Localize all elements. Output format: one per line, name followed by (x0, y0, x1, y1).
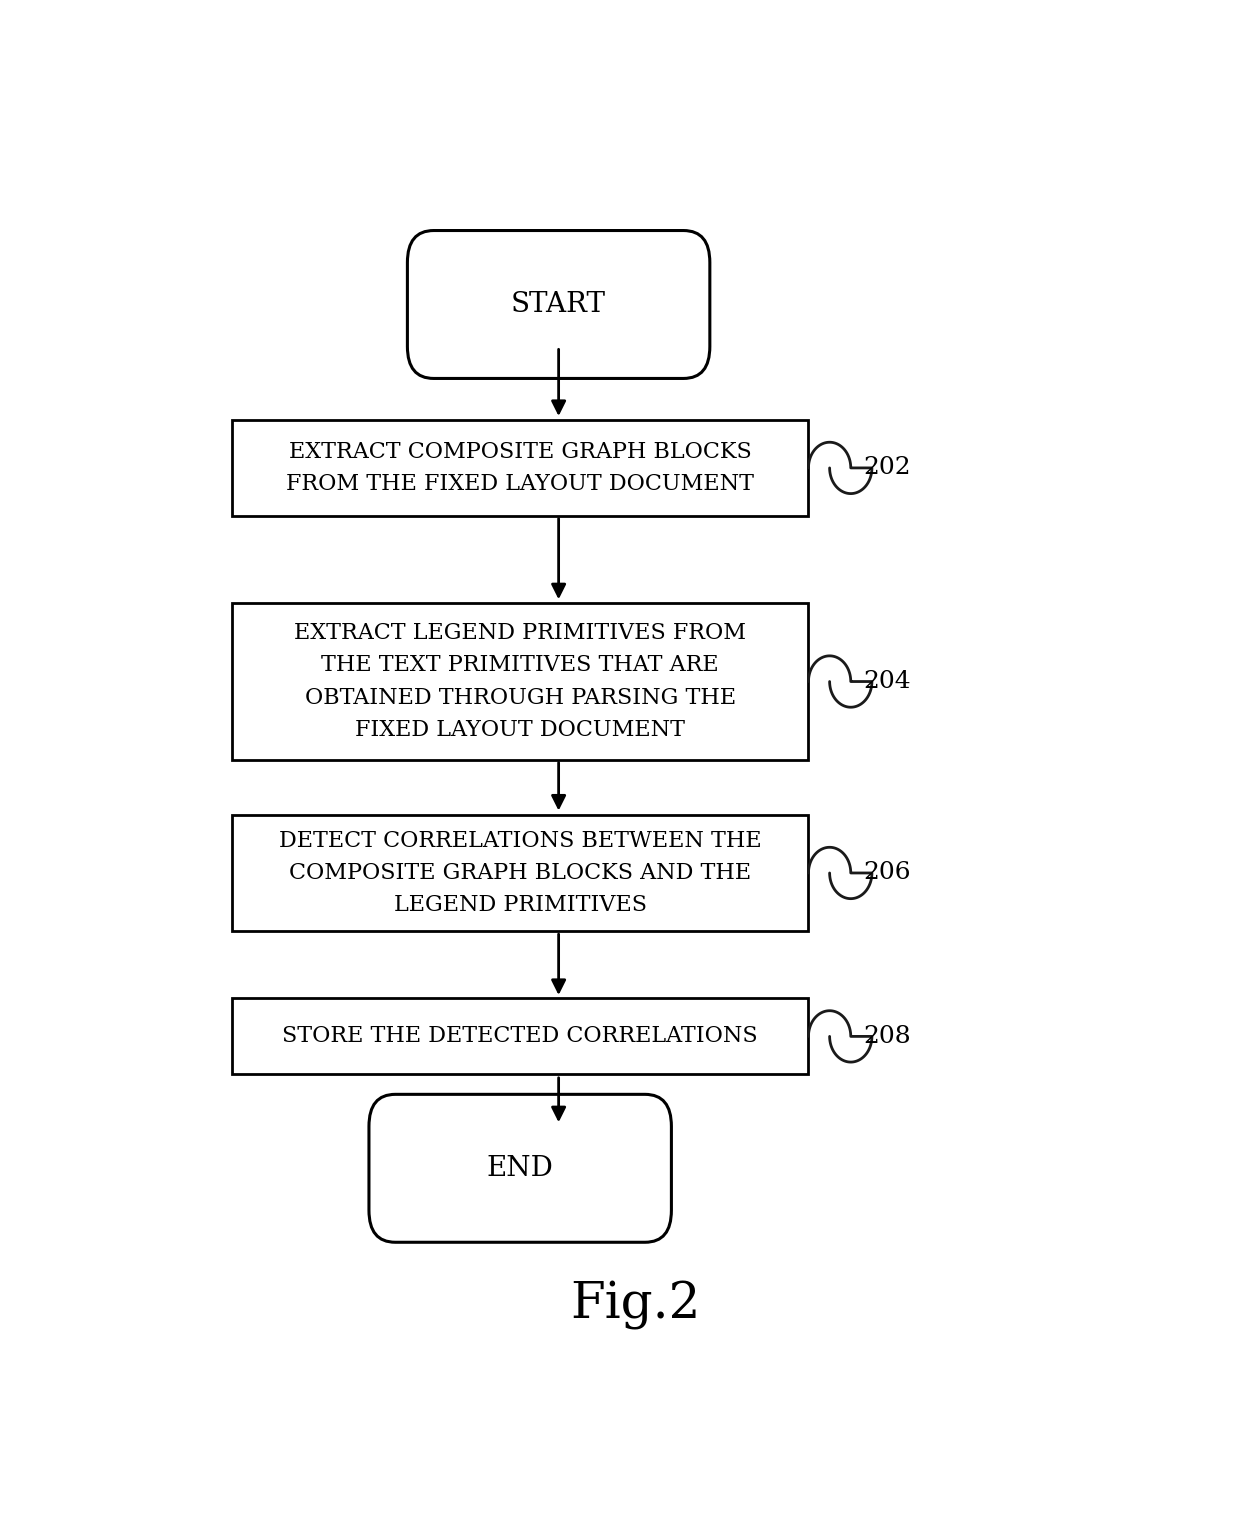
Text: 206: 206 (863, 861, 911, 884)
Text: START: START (511, 291, 606, 318)
Text: 202: 202 (863, 456, 911, 479)
Bar (232, 999, 808, 1075)
Text: STORE THE DETECTED CORRELATIONS: STORE THE DETECTED CORRELATIONS (283, 1025, 758, 1048)
Bar (232, 814, 808, 931)
Bar (232, 420, 808, 515)
Text: EXTRACT LEGEND PRIMITIVES FROM
THE TEXT PRIMITIVES THAT ARE
OBTAINED THROUGH PAR: EXTRACT LEGEND PRIMITIVES FROM THE TEXT … (294, 622, 746, 741)
Text: 204: 204 (863, 670, 911, 693)
Text: END: END (487, 1155, 553, 1182)
Text: Fig.2: Fig.2 (570, 1280, 701, 1330)
FancyBboxPatch shape (408, 230, 709, 379)
Text: DETECT CORRELATIONS BETWEEN THE
COMPOSITE GRAPH BLOCKS AND THE
LEGEND PRIMITIVES: DETECT CORRELATIONS BETWEEN THE COMPOSIT… (279, 829, 761, 916)
FancyBboxPatch shape (370, 1095, 671, 1242)
Text: 208: 208 (863, 1025, 911, 1048)
Bar (232, 603, 808, 761)
Text: EXTRACT COMPOSITE GRAPH BLOCKS
FROM THE FIXED LAYOUT DOCUMENT: EXTRACT COMPOSITE GRAPH BLOCKS FROM THE … (286, 441, 754, 496)
